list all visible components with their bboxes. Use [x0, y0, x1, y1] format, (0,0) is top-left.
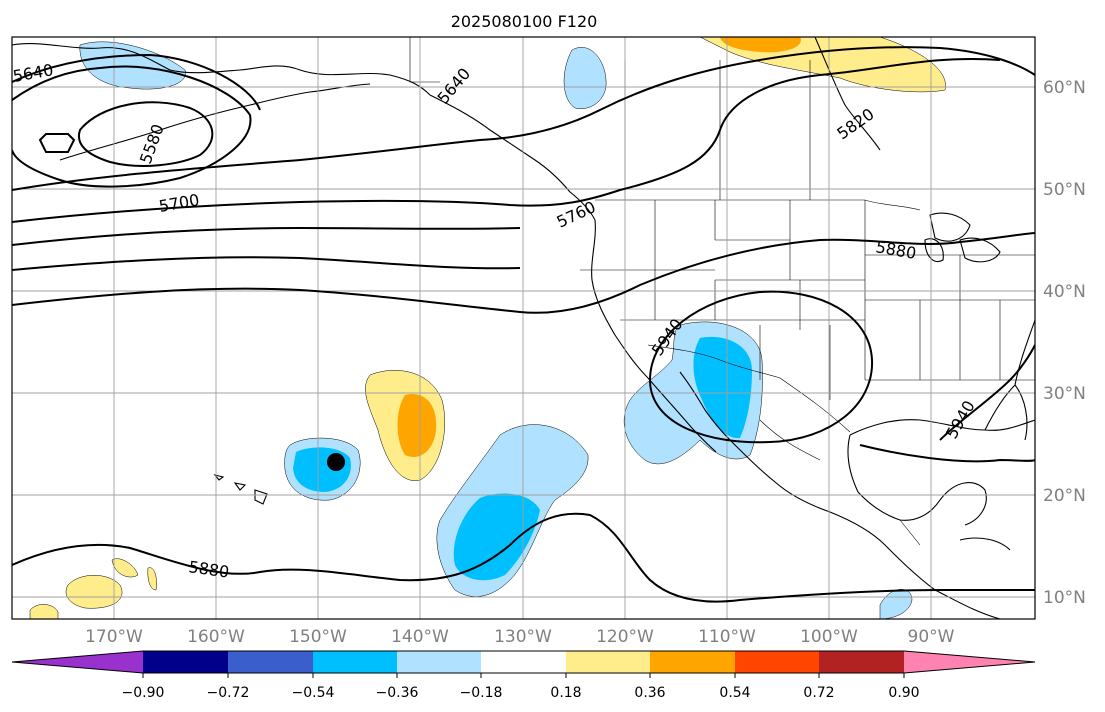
colorbar-segment [397, 651, 481, 673]
storm-marker [327, 453, 345, 471]
lat-label: 20°N [1043, 486, 1086, 506]
colorbar-segment [313, 651, 397, 673]
shade-pos-sw-2 [111, 558, 139, 578]
colorbar-ticks: −0.90 −0.72 −0.54 −0.36 −0.18 0.18 0.36 … [122, 685, 920, 701]
lat-label: 30°N [1043, 384, 1086, 404]
lon-label: 90°W [908, 627, 955, 647]
map-frame [11, 36, 1036, 620]
lon-label: 140°W [391, 627, 449, 647]
colorbar-tick: 0.72 [803, 685, 834, 701]
colorbar-segment [735, 651, 819, 673]
colorbar-segment [228, 651, 313, 673]
map-content: 5640 5580 5700 5640 5760 5820 5880 5940 … [12, 37, 1035, 619]
lat-labels: 60°N 50°N 40°N 30°N 20°N 10°N [1043, 78, 1086, 608]
coastlines [12, 37, 1035, 619]
colorbar-segment [566, 651, 650, 673]
shade-pos-midpacific-orange [397, 394, 437, 458]
colorbar-extend-min [12, 651, 143, 673]
lat-label: 60°N [1043, 78, 1086, 98]
colorbar-segment [650, 651, 735, 673]
borders [409, 37, 1035, 546]
shade-neg-small-nw [79, 41, 186, 90]
colorbar-tick: 0.54 [719, 685, 750, 701]
lon-label: 170°W [85, 627, 143, 647]
lon-label: 120°W [596, 627, 654, 647]
colorbar-tick: −0.18 [460, 685, 503, 701]
lon-label: 160°W [187, 627, 245, 647]
anomaly-shading [29, 37, 946, 619]
shade-pos-sw-4 [29, 604, 59, 619]
shade-neg-canada [563, 47, 607, 110]
colorbar-segment [143, 651, 228, 673]
lon-label: 130°W [494, 627, 552, 647]
colorbar-tick: −0.90 [122, 685, 165, 701]
shade-pos-sw-3 [147, 567, 157, 591]
colorbar-segment [481, 651, 566, 673]
lat-label: 50°N [1043, 180, 1086, 200]
lon-label: 100°W [800, 627, 858, 647]
colorbar [11, 650, 1036, 678]
shade-neg-baja-inner [693, 336, 752, 439]
colorbar-tick: −0.54 [292, 685, 335, 701]
lat-label: 40°N [1043, 282, 1086, 302]
colorbar-tick: −0.72 [207, 685, 250, 701]
lon-labels: 170°W 160°W 150°W 140°W 130°W 120°W 110°… [85, 627, 955, 647]
colorbar-segment [819, 651, 904, 673]
shade-pos-north-orange [720, 37, 801, 53]
colorbar-tick: 0.90 [888, 685, 919, 701]
lon-label: 150°W [289, 627, 347, 647]
colorbar-tick: 0.18 [550, 685, 581, 701]
shade-pos-sw-1 [65, 575, 123, 609]
lon-label: 110°W [698, 627, 756, 647]
colorbar-extend-max [904, 651, 1035, 673]
colorbar-tick: 0.36 [634, 685, 665, 701]
shade-neg-subtropical-inner [453, 493, 540, 581]
height-contours [12, 46, 1035, 603]
lat-label: 10°N [1043, 588, 1086, 608]
map-title: 2025080100 F120 [451, 12, 598, 31]
colorbar-tick: −0.36 [376, 685, 419, 701]
